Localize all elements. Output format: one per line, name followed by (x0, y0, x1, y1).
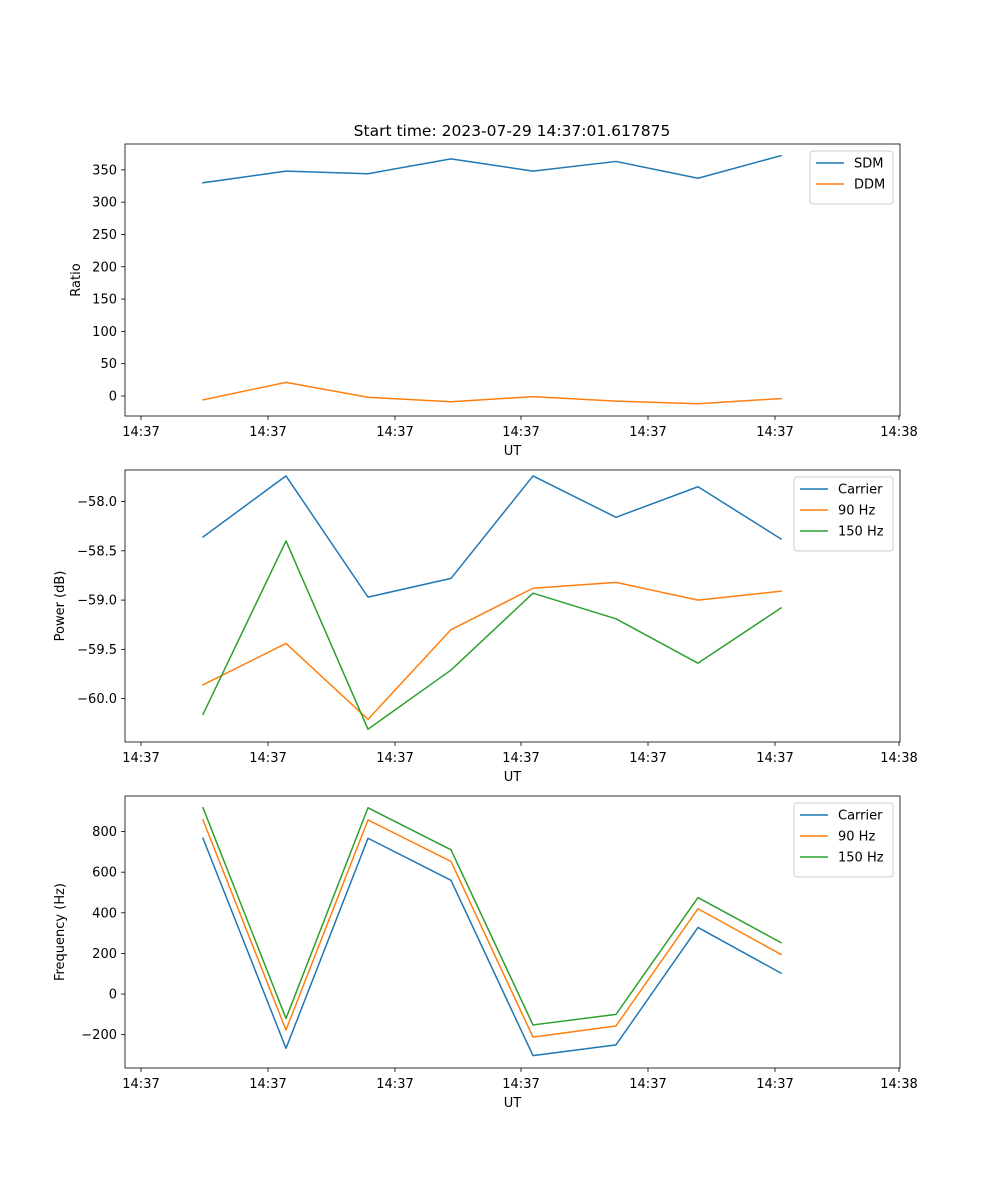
plots: 14:37 14:37 14:37 14:37 14:37 14:37 14:38 0 50 10… (53, 143, 918, 1111)
series-line-2-90-hz (201, 581, 782, 721)
x-tick-label-3-1: 14:37 (249, 1077, 286, 1092)
x-tick-label-2-5: 14:37 (756, 751, 793, 766)
y-tick-label-1-4: 200 (92, 260, 117, 275)
y-axis-label-3: Frequency (Hz) (53, 883, 68, 981)
legend-label-2-0: Carrier (838, 483, 883, 498)
chart-title: Start time: 2023-07-29 14:37:01.617875 (354, 122, 671, 140)
legend-label-1-1: DDM (854, 178, 885, 193)
x-tick-label-2-4: 14:37 (629, 751, 666, 766)
x-tick-label-1-5: 14:37 (756, 425, 793, 440)
y-tick-label-3-1: 0 (109, 988, 117, 1003)
x-axis-label-1: UT (504, 444, 522, 459)
x-tick-label-1-6: 14:38 (880, 425, 917, 440)
y-tick-label-3-4: 600 (92, 866, 117, 881)
y-tick-label-2-2: −59.0 (77, 594, 117, 609)
y-tick-label-1-3: 150 (92, 293, 117, 308)
legend-label-2-1: 90 Hz (838, 504, 875, 519)
legend-2: Carrier 90 Hz 150 Hz (793, 476, 894, 552)
legend-frame-2 (793, 476, 894, 552)
x-tick-label-1-2: 14:37 (376, 425, 413, 440)
axes-frame-3 (124, 795, 901, 1069)
subplot-3: 14:37 14:37 14:37 14:37 14:37 14:37 14:38 −200 0… (53, 795, 918, 1111)
y-tick-label-1-2: 100 (92, 325, 117, 340)
x-tick-label-2-2: 14:37 (376, 751, 413, 766)
x-tick-label-1-3: 14:37 (502, 425, 539, 440)
x-axis-label-3: UT (504, 1096, 522, 1111)
x-tick-label-1-1: 14:37 (249, 425, 286, 440)
x-tick-label-3-5: 14:37 (756, 1077, 793, 1092)
y-tick-label-3-3: 400 (92, 906, 117, 921)
legend-1: SDM DDM (809, 150, 894, 205)
legend-label-3-0: Carrier (838, 809, 883, 824)
series-line-3-150-hz (202, 806, 783, 1026)
y-tick-label-1-1: 50 (100, 357, 117, 372)
x-tick-label-2-6: 14:38 (880, 751, 917, 766)
y-tick-label-1-5: 250 (92, 228, 117, 243)
x-tick-label-2-1: 14:37 (249, 751, 286, 766)
x-tick-label-3-4: 14:37 (629, 1077, 666, 1092)
series-line-3-carrier (202, 837, 783, 1057)
y-tick-label-2-0: −60.0 (77, 692, 117, 707)
y-tick-label-1-6: 300 (92, 196, 117, 211)
axes-frame-1 (124, 143, 901, 417)
x-tick-label-3-3: 14:37 (502, 1077, 539, 1092)
series-line-2-150-hz (201, 540, 783, 730)
series-line-2-carrier (201, 475, 783, 598)
series-line-3-90-hz (202, 818, 783, 1038)
legend-label-3-1: 90 Hz (838, 830, 875, 845)
legend-frame-1 (809, 150, 894, 205)
y-axis-label-1: Ratio (69, 263, 84, 296)
y-tick-label-3-2: 200 (92, 947, 117, 962)
legend-label-1-0: SDM (854, 157, 883, 172)
y-tick-label-2-4: −58.0 (77, 495, 117, 510)
x-tick-label-1-0: 14:37 (122, 425, 159, 440)
y-tick-label-1-7: 350 (92, 163, 117, 178)
x-tick-label-2-3: 14:37 (502, 751, 539, 766)
x-tick-label-3-0: 14:37 (122, 1077, 159, 1092)
axes-frame-2 (124, 469, 901, 743)
x-tick-label-2-0: 14:37 (122, 751, 159, 766)
legend-3: Carrier 90 Hz 150 Hz (793, 802, 894, 878)
legend-label-2-2: 150 Hz (838, 525, 884, 540)
y-tick-label-3-0: −200 (81, 1028, 117, 1043)
series-line-1-sdm (202, 154, 782, 184)
subplot-1: 14:37 14:37 14:37 14:37 14:37 14:37 14:38 0 50 10… (69, 143, 918, 459)
y-tick-label-3-5: 800 (92, 825, 117, 840)
y-tick-label-2-3: −58.5 (77, 544, 117, 559)
series-line-1-ddm (202, 381, 782, 405)
subplot-2: 14:37 14:37 14:37 14:37 14:37 14:37 14:38 −60.0… (53, 469, 918, 785)
y-axis-label-2: Power (dB) (53, 571, 68, 642)
x-tick-label-1-4: 14:37 (629, 425, 666, 440)
y-tick-label-1-0: 0 (109, 389, 117, 404)
legend-label-3-2: 150 Hz (838, 851, 884, 866)
x-axis-label-2: UT (504, 770, 522, 785)
legend-frame-3 (793, 802, 894, 878)
x-tick-label-3-6: 14:38 (880, 1077, 917, 1092)
y-tick-label-2-1: −59.5 (77, 643, 117, 658)
x-tick-label-3-2: 14:37 (376, 1077, 413, 1092)
